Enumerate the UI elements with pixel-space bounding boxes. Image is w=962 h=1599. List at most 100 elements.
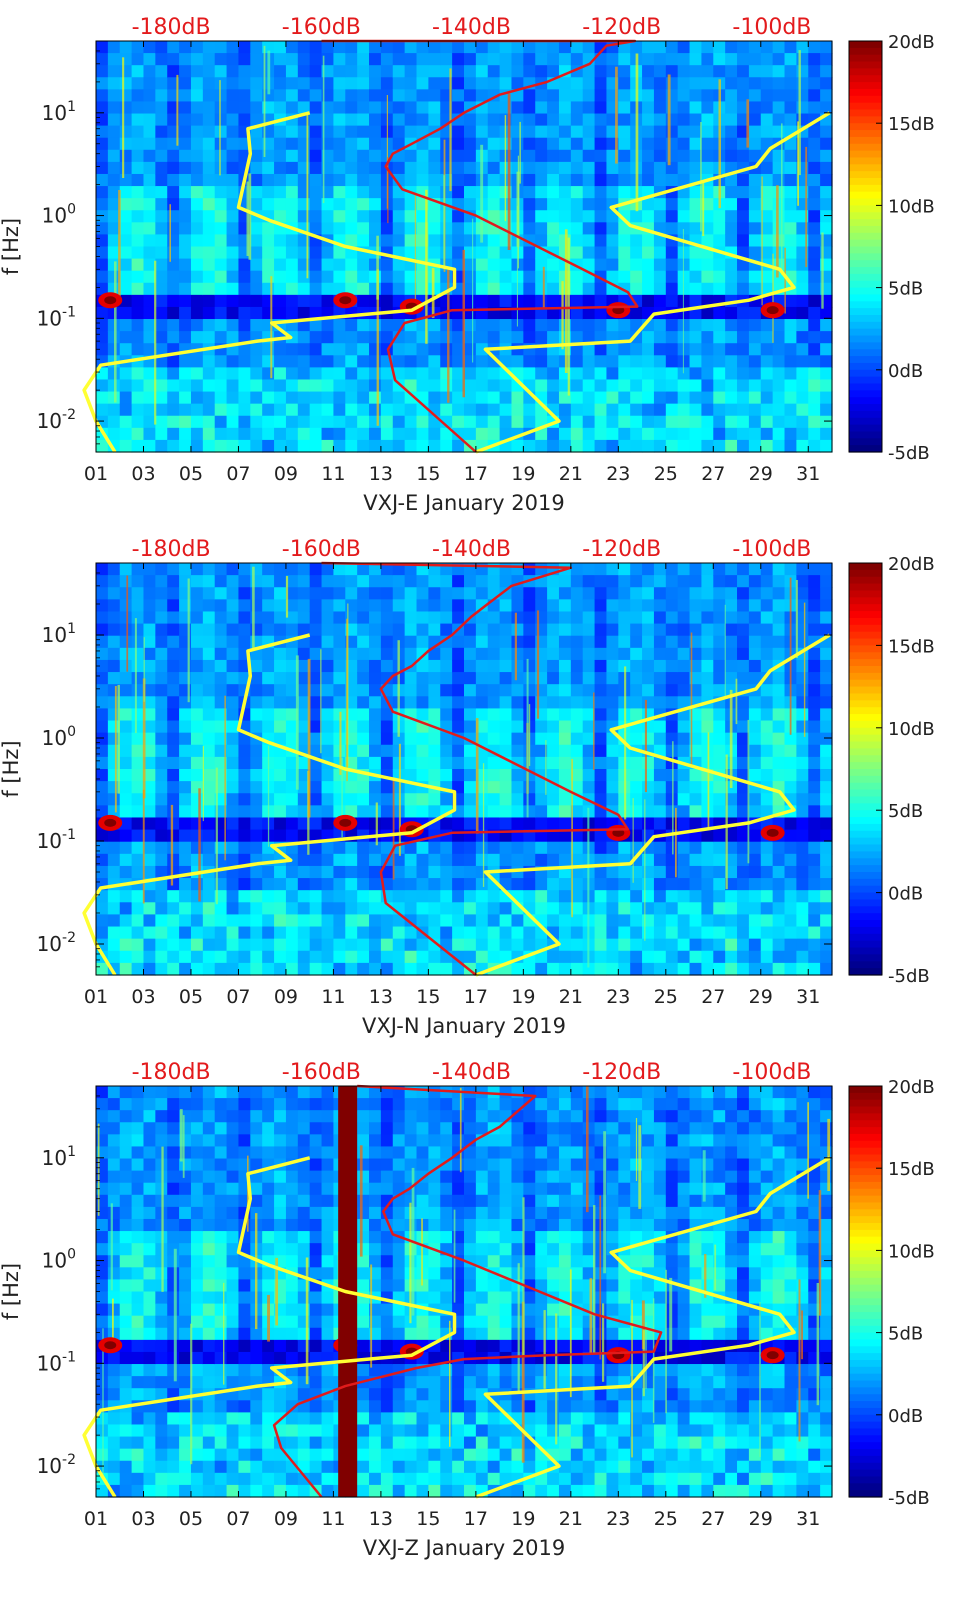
y-tick-label: 100	[42, 202, 76, 228]
panel-E: 01 03 05 07 09 11 13 15 17 19 21 23 25 27 29 31 VXJ-E Ja…	[0, 15, 935, 515]
x-tick-label: 05	[179, 986, 203, 1008]
x-tick-label: 25	[654, 463, 678, 485]
colorbar-label: -5dB	[888, 443, 930, 464]
colorbar-label: 5dB	[888, 279, 923, 300]
x-tick-label: 07	[226, 463, 250, 485]
spectrogram	[96, 563, 833, 976]
red-curve	[321, 561, 630, 976]
y-tick-label: 10-1	[37, 1349, 76, 1375]
x-tick-label: 31	[796, 986, 820, 1008]
x-tick-label: 03	[131, 1508, 155, 1530]
x-tick-label: 25	[654, 1508, 678, 1530]
x-tick-label: 01	[84, 986, 108, 1008]
top-axis-label: -180dB	[132, 1060, 211, 1085]
y-tick-label: 10-1	[37, 304, 76, 330]
yellow-curve-left	[82, 111, 457, 453]
top-axis-label: -100dB	[732, 537, 811, 562]
x-tick-label: 25	[654, 986, 678, 1008]
x-tick-label: 13	[369, 463, 393, 485]
top-axis-label: -120dB	[582, 537, 661, 562]
x-tick-label: 21	[559, 986, 583, 1008]
x-tick-label: 09	[274, 986, 298, 1008]
top-axis-label: -180dB	[132, 15, 211, 40]
x-tick-label: 23	[606, 463, 630, 485]
colorbar-label: 5dB	[888, 1324, 923, 1345]
colorbar-label: 15dB	[888, 1159, 935, 1180]
x-axis-label: VXJ-Z January 2019	[363, 1536, 566, 1560]
y-tick-label: 100	[42, 724, 76, 750]
x-tick-label: 09	[274, 463, 298, 485]
x-tick-label: 13	[369, 986, 393, 1008]
x-tick-label: 05	[179, 463, 203, 485]
y-tick-label: 10-2	[37, 407, 76, 433]
x-tick-label: 05	[179, 1508, 203, 1530]
x-tick-label: 27	[701, 986, 725, 1008]
x-tick-label: 11	[321, 463, 345, 485]
spectrogram	[96, 41, 833, 453]
colorbar-label: 20dB	[888, 1077, 935, 1098]
top-axis-label: -160dB	[282, 537, 361, 562]
colorbar: 20dB 15dB 10dB 5dB 0dB -5dB	[848, 1077, 935, 1509]
x-tick-label: 27	[701, 463, 725, 485]
top-axis-label: -120dB	[582, 1060, 661, 1085]
x-tick-label: 17	[464, 463, 488, 485]
x-tick-label: 27	[701, 1508, 725, 1530]
x-tick-label: 23	[606, 1508, 630, 1530]
x-tick-label: 29	[749, 1508, 773, 1530]
x-tick-label: 29	[749, 463, 773, 485]
x-tick-label: 31	[796, 1508, 820, 1530]
top-axis-label: -180dB	[132, 537, 211, 562]
colorbar-label: 5dB	[888, 801, 923, 822]
x-tick-label: 11	[321, 986, 345, 1008]
x-tick-label: 03	[131, 463, 155, 485]
top-axis-label: -140dB	[432, 1060, 511, 1085]
colorbar: 20dB 15dB 10dB 5dB 0dB -5dB	[848, 32, 935, 464]
top-axis-label: -160dB	[282, 15, 361, 40]
y-tick-label: 10-1	[37, 827, 76, 853]
x-tick-label: 15	[416, 1508, 440, 1530]
y-tick-label: 10-2	[37, 930, 76, 956]
x-tick-label: 13	[369, 1508, 393, 1530]
yellow-curve-right	[475, 633, 831, 977]
spectrogram	[96, 1086, 833, 1498]
x-tick-label: 01	[84, 463, 108, 485]
panel-Z: 01 03 05 07 09 11 13 15 17 19 21 23 25 27 29 31 VXJ-Z Ja…	[0, 1060, 935, 1560]
y-tick-label: 100	[42, 1247, 76, 1273]
x-tick-label: 07	[226, 1508, 250, 1530]
y-tick-label: 101	[42, 1144, 76, 1170]
x-tick-label: 19	[511, 463, 535, 485]
x-tick-label: 23	[606, 986, 630, 1008]
colorbar-label: 0dB	[888, 1406, 923, 1427]
colorbar-label: 20dB	[888, 32, 935, 53]
y-tick-label: 101	[42, 99, 76, 125]
x-axis-label: VXJ-E January 2019	[363, 491, 564, 515]
yellow-curve-left	[82, 633, 457, 976]
x-tick-label: 03	[131, 986, 155, 1008]
colorbar-label: 15dB	[888, 636, 935, 657]
red-curve	[272, 1084, 663, 1498]
top-axis-label: -140dB	[432, 537, 511, 562]
colorbar-label: 10dB	[888, 1241, 935, 1262]
colorbar-label: -5dB	[888, 1488, 930, 1509]
y-tick-label: 10-2	[37, 1452, 76, 1478]
x-tick-label: 15	[416, 463, 440, 485]
x-tick-label: 11	[321, 1508, 345, 1530]
y-tick-label: 101	[42, 621, 76, 647]
x-tick-label: 07	[226, 986, 250, 1008]
y-axis-label: f [Hz]	[0, 740, 23, 797]
colorbar: 20dB 15dB 10dB 5dB 0dB -5dB	[848, 554, 935, 987]
top-axis-label: -160dB	[282, 1060, 361, 1085]
x-tick-label: 17	[464, 986, 488, 1008]
top-axis-label: -120dB	[582, 15, 661, 40]
yellow-curve-right	[475, 111, 831, 454]
y-axis-label: f [Hz]	[0, 1263, 23, 1320]
red-curve	[321, 39, 639, 453]
x-tick-label: 21	[559, 1508, 583, 1530]
x-tick-label: 21	[559, 463, 583, 485]
x-tick-label: 29	[749, 986, 773, 1008]
y-axis-label: f [Hz]	[0, 218, 23, 275]
panel-N: 01 03 05 07 09 11 13 15 17 19 21 23 25 27 29 31 VXJ-N Ja…	[0, 537, 935, 1038]
x-tick-label: 19	[511, 986, 535, 1008]
x-axis-label: VXJ-N January 2019	[362, 1014, 566, 1038]
